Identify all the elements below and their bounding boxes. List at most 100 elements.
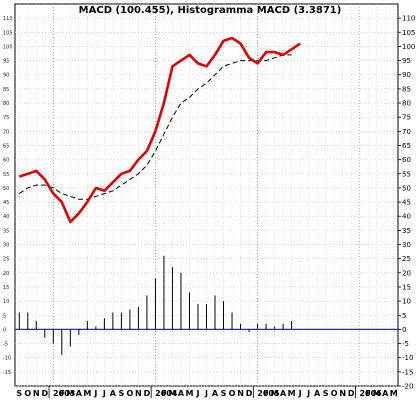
x-tick-label: D [41,389,48,398]
left-tick-label: 25 [3,257,9,263]
right-tick-label: 110 [402,15,415,23]
left-tick-label: 0 [3,327,6,333]
left-tick-label: 70 [3,129,9,135]
x-tick-label: M [288,389,296,398]
x-tick-label: J [204,389,208,398]
x-tick-label: S [119,389,125,398]
x-tick-label: J [102,389,106,398]
x-year-label: 2004 [155,389,178,398]
x-tick-label: J [93,389,97,398]
x-tick-label: S [221,389,227,398]
x-tick-label: M [83,389,91,398]
right-axis: 1101051009590858075706560555045403530252… [398,15,415,391]
x-tick-label: F [263,389,268,398]
histogram-series [15,255,398,355]
x-tick-label: A [178,389,185,398]
right-tick-label: -10 [402,354,413,362]
right-tick-label: 0 [402,326,406,334]
x-tick-label: J [195,389,199,398]
line-series [18,36,301,224]
right-tick-label: 40 [402,213,411,221]
x-tick-label: A [76,389,83,398]
x-tick-label: A [110,389,117,398]
right-tick-label: -20 [402,383,413,391]
x-tick-label: N [237,389,244,398]
right-tick-label: 90 [402,71,411,79]
x-tick-label: O [331,389,338,398]
right-tick-label: 30 [402,241,411,249]
right-tick-label: 95 [402,57,411,65]
left-tick-label: 80 [3,101,9,107]
chart-title: MACD (100.455), Histogramma MACD (3.3871… [79,5,342,16]
right-tick-label: 35 [402,227,411,235]
x-tick-label: F [161,389,166,398]
x-tick-label: S [323,389,329,398]
x-tick-label: F [365,389,370,398]
left-tick-label: 60 [3,158,9,164]
x-tick-label: M [373,389,381,398]
x-tick-label: D [246,389,253,398]
x-tick-label: A [212,389,219,398]
right-tick-label: 20 [402,269,411,277]
left-tick-label: 85 [3,87,9,93]
x-tick-label: O [24,389,31,398]
x-tick-label: O [229,389,236,398]
right-tick-label: 85 [402,85,411,93]
left-tick-label: 15 [3,285,9,291]
right-tick-label: 75 [402,114,411,122]
right-tick-label: 55 [402,170,411,178]
x-year-label: 2006 [359,389,382,398]
left-axis: 1101051009590858075706560555045403530252… [3,16,13,376]
right-tick-label: 10 [402,298,411,306]
left-tick-label: 45 [3,200,9,206]
right-tick-label: 15 [402,283,411,291]
x-tick-label: D [348,389,355,398]
right-tick-label: 45 [402,199,411,207]
right-tick-label: 50 [402,184,411,192]
signal-line [19,54,292,200]
right-tick-label: 80 [402,100,411,108]
x-tick-label: N [339,389,346,398]
left-tick-label: 65 [3,143,9,149]
right-tick-label: 105 [402,29,415,37]
left-tick-label: 40 [3,214,9,220]
x-tick-label: A [280,389,287,398]
x-year-label: 2005 [257,389,280,398]
left-tick-label: -10 [3,356,11,362]
x-tick-label: F [59,389,64,398]
x-tick-label: J [298,389,302,398]
left-tick-label: 100 [3,44,13,50]
left-tick-label: 90 [3,73,9,79]
right-tick-label: 70 [402,128,411,136]
left-tick-label: 30 [3,243,9,249]
right-tick-label: 100 [402,43,415,51]
x-tick-label: N [33,389,40,398]
left-tick-label: 95 [3,59,9,65]
left-tick-label: 75 [3,115,9,121]
right-tick-label: -15 [402,368,413,376]
right-tick-label: 65 [402,142,411,150]
x-tick-label: J [306,389,310,398]
x-tick-label: M [66,389,74,398]
x-tick-label: M [271,389,279,398]
macd-line [18,36,301,224]
left-tick-label: 35 [3,228,9,234]
left-tick-label: 55 [3,172,9,178]
right-tick-label: 25 [402,255,411,263]
x-tick-label: M [390,389,398,398]
x-tick-label: D [144,389,151,398]
x-tick-label: A [314,389,321,398]
x-tick-label: M [168,389,176,398]
left-tick-label: 5 [3,313,6,319]
right-tick-label: 5 [402,312,406,320]
left-tick-label: 110 [3,16,13,22]
x-tick-label: M [185,389,193,398]
left-tick-label: 20 [3,271,9,277]
left-tick-label: -5 [3,342,8,348]
x-year-label: 2003 [53,389,75,398]
left-tick-label: 105 [3,30,13,36]
x-tick-label: S [16,389,22,398]
right-tick-label: 60 [402,156,411,164]
